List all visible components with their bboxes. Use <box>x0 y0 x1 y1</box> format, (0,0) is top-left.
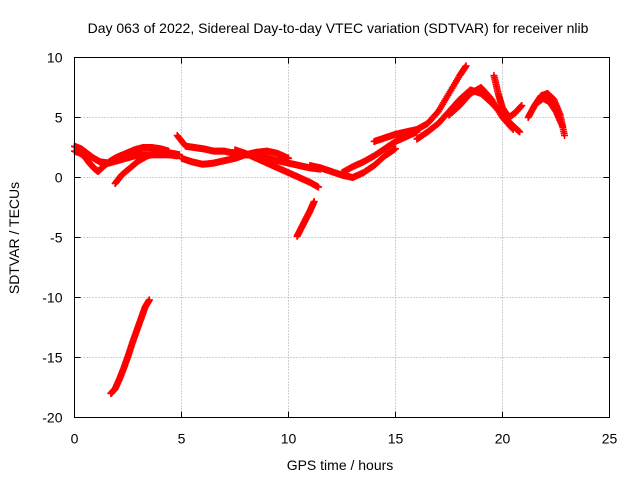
y-tick-label: 5 <box>55 110 63 126</box>
y-tick-label: -15 <box>42 350 62 366</box>
data-point <box>508 124 516 132</box>
data-point <box>314 183 322 191</box>
y-tick-label: -5 <box>50 230 63 246</box>
data-point <box>516 128 524 136</box>
chart-title: Day 063 of 2022, Sidereal Day-to-day VTE… <box>88 20 589 36</box>
x-tick-label: 5 <box>178 431 186 447</box>
x-tick-label: 20 <box>495 431 511 447</box>
data-point <box>310 198 318 205</box>
data-point <box>462 62 470 70</box>
x-tick-label: 25 <box>602 431 618 447</box>
data-point <box>392 145 399 153</box>
x-tick-label: 10 <box>281 431 297 447</box>
data-point <box>145 296 153 304</box>
data-point <box>558 122 566 130</box>
y-tick-label: 0 <box>55 170 63 186</box>
data-point <box>509 126 517 133</box>
axis-ticks: 0 5 10 15 20 25 -20 -15 -10 -5 0 5 10 <box>42 50 617 447</box>
data-point <box>561 132 569 139</box>
y-axis-label: SDTVAR / TECUs <box>6 182 22 294</box>
data-point <box>285 154 292 162</box>
data-points <box>71 62 569 397</box>
x-tick-label: 0 <box>71 431 79 447</box>
y-tick-label: -10 <box>42 290 62 306</box>
y-tick-label: 10 <box>47 50 63 66</box>
x-axis-label: GPS time / hours <box>287 457 394 473</box>
x-tick-label: 15 <box>388 431 404 447</box>
data-point <box>175 151 183 159</box>
y-tick-label: -20 <box>42 410 62 426</box>
data-point <box>518 102 526 109</box>
